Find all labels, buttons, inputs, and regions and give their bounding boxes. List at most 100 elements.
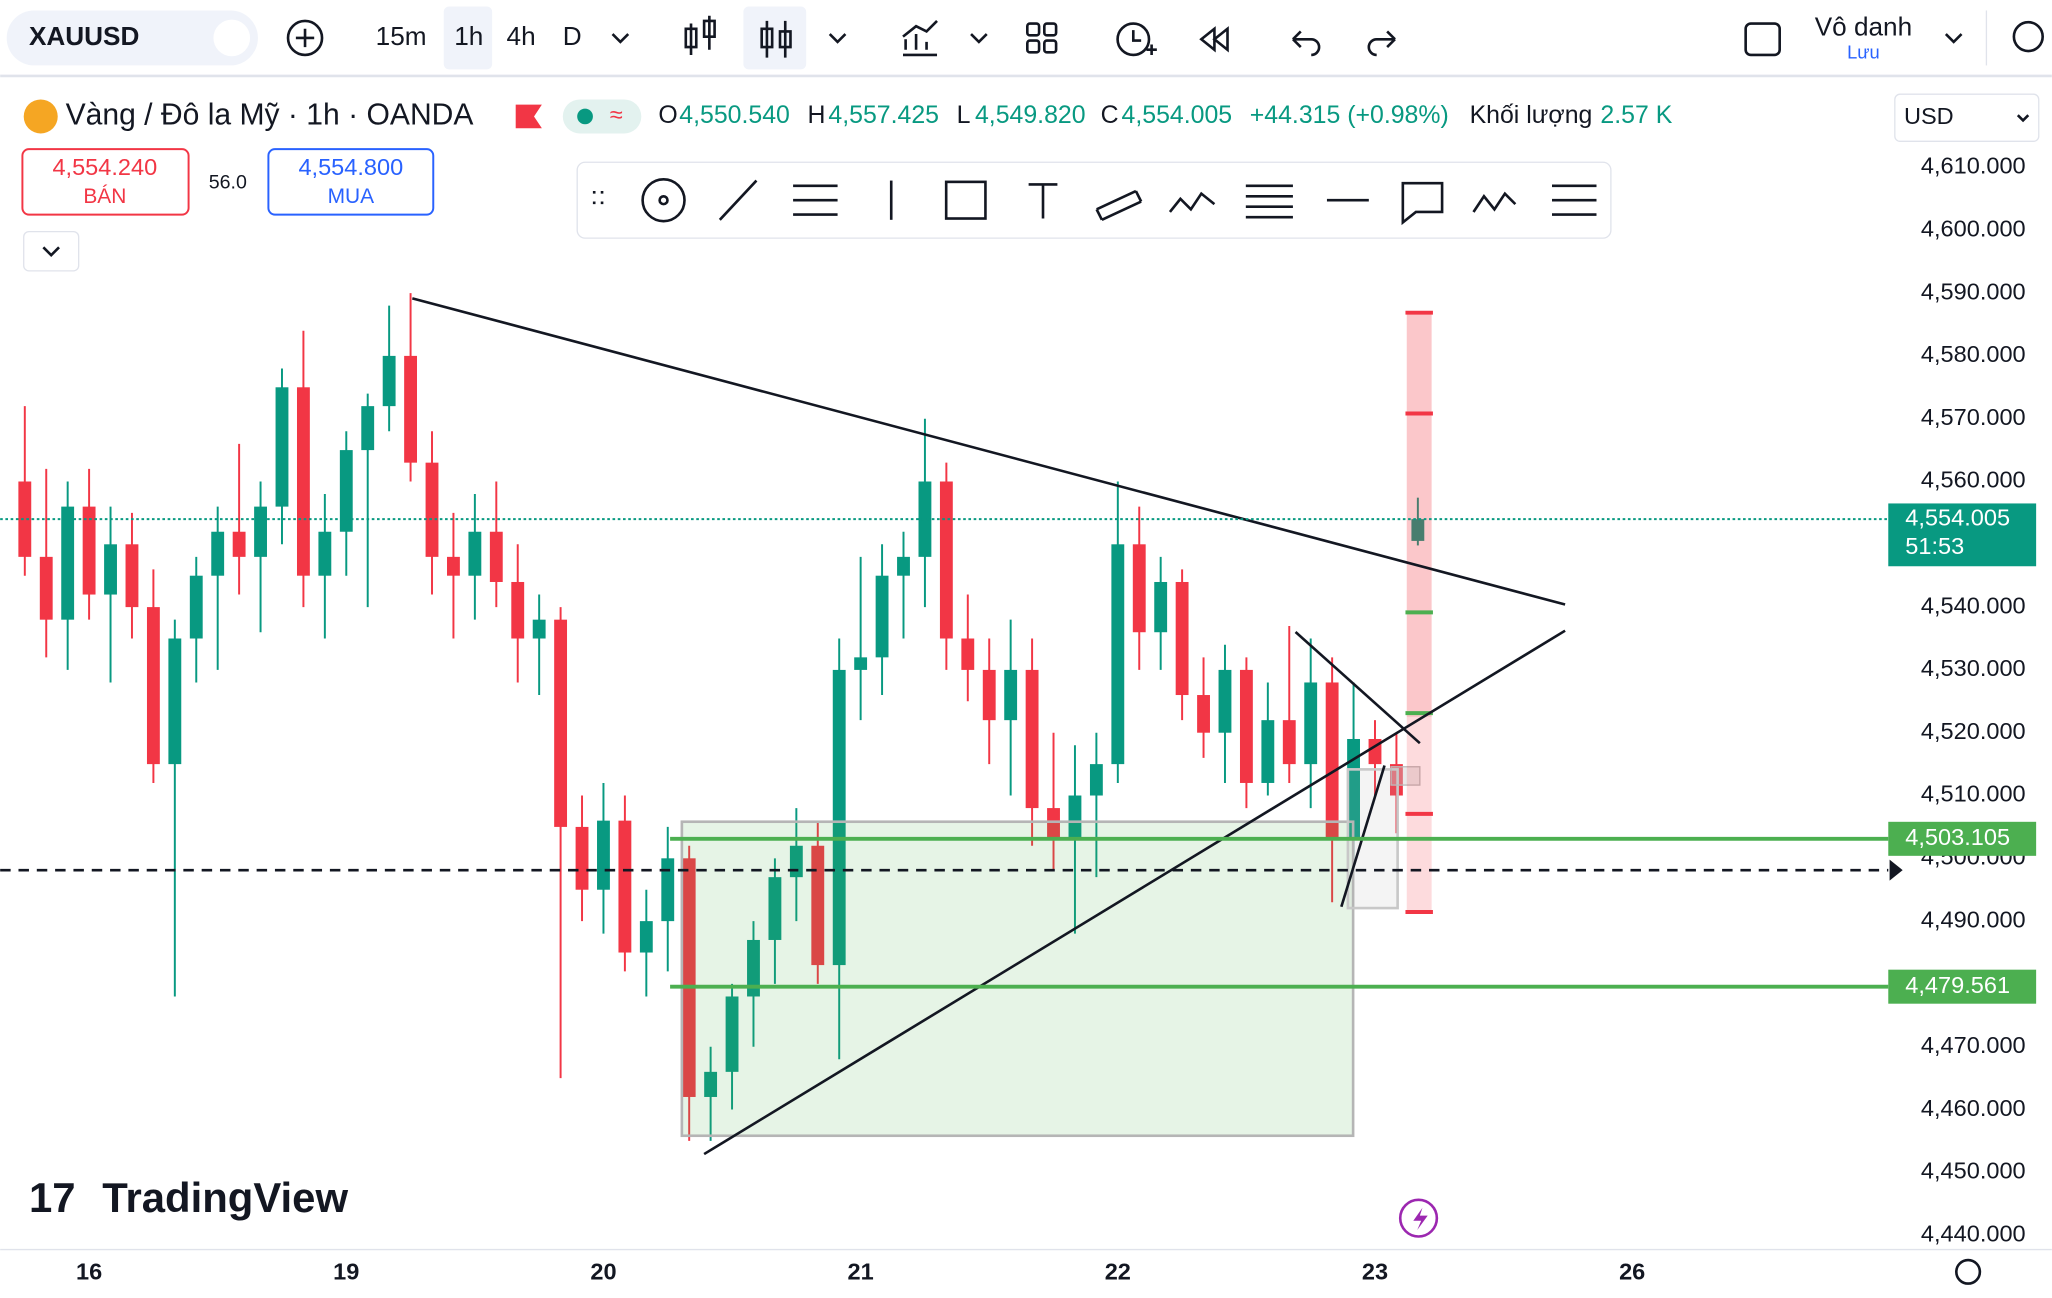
legend-value: 4,550.540 <box>679 101 790 129</box>
candle-body <box>296 387 310 576</box>
candle-body <box>1025 669 1039 809</box>
symbol-search[interactable] <box>6 10 258 66</box>
layout-menu[interactable] <box>1944 33 1963 44</box>
candle-body <box>18 481 32 557</box>
currency-select[interactable] <box>1894 93 2040 142</box>
horizontal-line-handle[interactable] <box>1889 859 1903 881</box>
settings[interactable] <box>1955 1258 1982 1285</box>
candle-body <box>39 556 53 620</box>
interval[interactable]: 4h <box>507 21 536 51</box>
layout <box>1043 39 1058 54</box>
layout-name[interactable]: Vô danh <box>1815 12 1912 42</box>
candle-body <box>704 1071 718 1097</box>
redo[interactable] <box>1367 30 1396 57</box>
symbol-icon[interactable] <box>213 19 251 57</box>
replay[interactable] <box>1199 26 1229 53</box>
trendline[interactable] <box>1294 631 1421 745</box>
tool[interactable] <box>1472 191 1517 213</box>
interval-menu[interactable] <box>611 33 630 44</box>
candle-body <box>211 531 225 576</box>
position-tool <box>1406 311 1432 718</box>
layout-icon[interactable] <box>1744 22 1781 57</box>
x-tick-label: 23 <box>1362 1258 1388 1284</box>
chart-type-menu[interactable] <box>828 33 847 44</box>
y-tick-label: 4,530.000 <box>1921 655 2026 681</box>
legend-value: 4,554.005 <box>1122 101 1233 129</box>
collapse[interactable] <box>23 230 80 272</box>
legend-change: +44.315 (+0.98%) <box>1250 101 1449 129</box>
buy-price[interactable]: 4,554.800 <box>298 154 403 180</box>
y-tick-label: 4,610.000 <box>1921 153 2026 179</box>
y-tick-label: 4,510.000 <box>1921 781 2026 807</box>
candle-body <box>61 506 75 620</box>
legend-value: 2.57 K <box>1600 101 1672 129</box>
legend-label: L <box>957 101 971 129</box>
indicators[interactable] <box>902 20 938 57</box>
interval[interactable]: 15m <box>376 21 427 51</box>
candle-body <box>575 826 589 890</box>
sell-label[interactable]: BÁN <box>83 185 126 208</box>
logo-mark: 17 <box>29 1174 76 1221</box>
toolbar <box>0 0 2052 76</box>
candle-body <box>382 355 396 407</box>
symbol[interactable]: XAUUSD <box>29 21 139 51</box>
candle-body <box>232 531 246 557</box>
chart-type[interactable] <box>760 20 792 58</box>
countdown: 51:53 <box>1905 533 1964 559</box>
undo[interactable] <box>1292 30 1321 57</box>
tool[interactable] <box>1552 184 1597 216</box>
collapse-icon <box>42 246 60 258</box>
buy-label[interactable]: MUA <box>328 185 375 208</box>
legend-label: H <box>807 101 825 129</box>
candle-body <box>125 544 139 608</box>
status-pill <box>562 99 642 134</box>
candle-body <box>725 996 739 1072</box>
candle-body <box>1175 581 1189 696</box>
y-tick-label: 4,570.000 <box>1921 404 2026 430</box>
candle-body <box>875 575 889 658</box>
tool[interactable] <box>1401 181 1444 226</box>
search[interactable] <box>2012 20 2044 53</box>
candle-body <box>1239 669 1253 783</box>
drawing-tools <box>592 177 1597 226</box>
chart-type[interactable] <box>684 15 716 55</box>
legend-label: Khối lượng <box>1470 101 1593 129</box>
candle-body <box>146 607 160 765</box>
price-tag-label: 4,479.561 <box>1905 972 2010 998</box>
interval[interactable]: D <box>563 21 582 51</box>
tool[interactable] <box>1245 184 1293 219</box>
layout[interactable] <box>1026 22 1041 37</box>
candle-body <box>489 531 503 582</box>
candle-body <box>768 877 782 940</box>
interval[interactable]: 1h <box>454 21 483 51</box>
y-tick-label: 4,560.000 <box>1921 467 2026 493</box>
tool[interactable] <box>718 179 758 221</box>
buy-button[interactable] <box>267 148 435 216</box>
candle-body <box>189 575 203 639</box>
trendlines <box>411 297 1566 1156</box>
trendline[interactable] <box>703 629 1566 1156</box>
tool[interactable] <box>1028 183 1058 219</box>
trendline[interactable] <box>1340 765 1386 908</box>
tool[interactable] <box>1095 189 1143 222</box>
tool[interactable] <box>641 177 686 223</box>
drag-handle[interactable] <box>592 191 604 205</box>
flag[interactable] <box>515 104 542 129</box>
candle-body <box>1068 795 1082 840</box>
alert[interactable] <box>1116 22 1151 57</box>
currency[interactable]: USD <box>1904 103 1954 129</box>
candle-body <box>682 858 696 1097</box>
tool[interactable] <box>793 184 838 216</box>
save[interactable]: Lưu <box>1847 41 1880 62</box>
sell-button[interactable] <box>21 148 190 216</box>
candle-body <box>1304 682 1318 765</box>
tool[interactable] <box>1168 191 1216 213</box>
rectangle-drawing[interactable] <box>680 820 1355 1138</box>
y-tick-label: 4,460.000 <box>1921 1095 2026 1121</box>
trendline[interactable] <box>411 297 1566 606</box>
sell-price[interactable]: 4,554.240 <box>52 154 157 180</box>
rectangle-drawing[interactable] <box>1390 766 1421 786</box>
add-symbol[interactable] <box>286 19 324 57</box>
tool[interactable] <box>944 180 987 220</box>
indicators-menu[interactable] <box>970 33 988 44</box>
